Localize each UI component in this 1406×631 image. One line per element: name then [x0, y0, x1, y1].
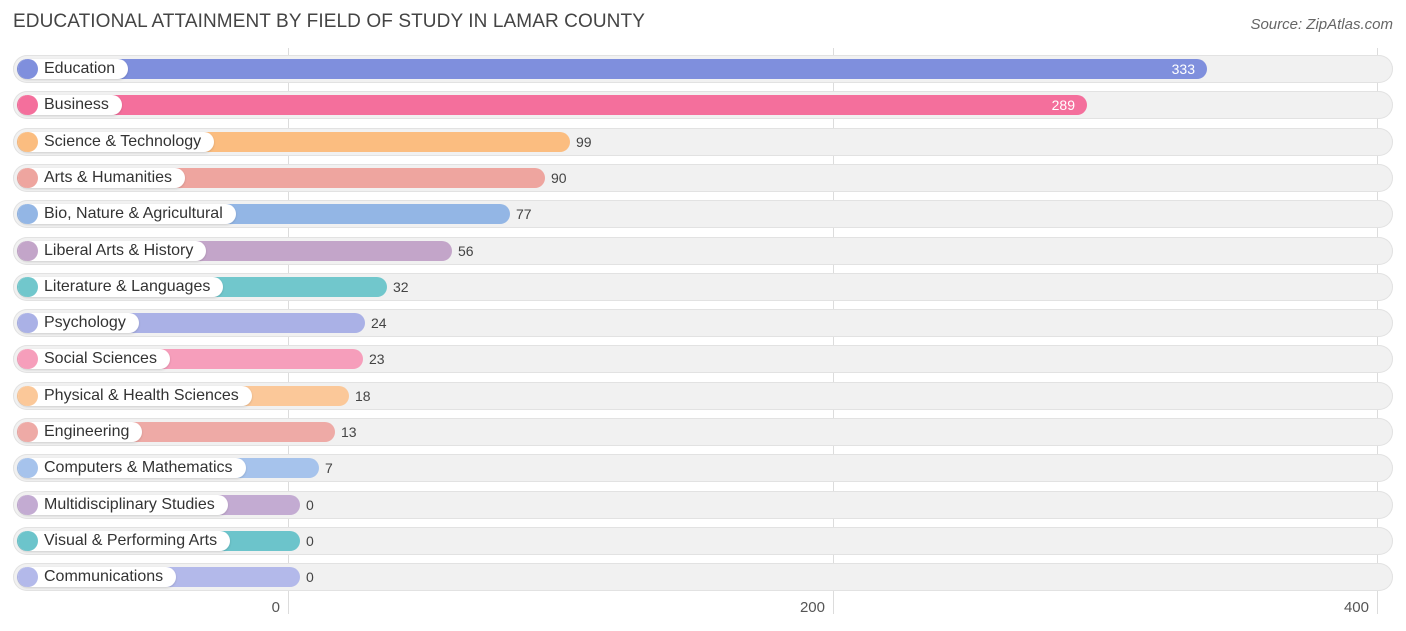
category-name: Arts & Humanities: [44, 169, 173, 186]
category-label: Science & Technology: [18, 132, 215, 152]
value-label: 24: [371, 315, 387, 331]
category-label: Literature & Languages: [18, 277, 224, 297]
bar: Arts & Humanities: [17, 168, 545, 188]
category-name: Business: [44, 96, 109, 113]
category-color-dot: [18, 132, 38, 152]
chart-title: EDUCATIONAL ATTAINMENT BY FIELD OF STUDY…: [13, 11, 645, 32]
bar: Literature & Languages: [17, 277, 387, 297]
bar: Business: [17, 95, 1087, 115]
value-label: 56: [458, 243, 474, 259]
category-name: Psychology: [44, 314, 126, 331]
bar-row: Bio, Nature & Agricultural 77: [13, 200, 1393, 228]
x-tick-label: 400: [1343, 599, 1369, 616]
bar: Science & Technology: [17, 132, 570, 152]
value-label: 0: [306, 533, 314, 549]
bar: Engineering: [17, 422, 335, 442]
bar: Education: [17, 59, 1207, 79]
bar: Visual & Performing Arts: [17, 531, 300, 551]
value-label: 77: [516, 206, 532, 222]
value-label: 23: [369, 351, 385, 367]
category-color-dot: [18, 59, 38, 79]
category-label: Business: [18, 95, 122, 115]
bar-row: Arts & Humanities 90: [13, 164, 1393, 192]
category-name: Liberal Arts & History: [44, 242, 194, 259]
category-name: Multidisciplinary Studies: [44, 496, 215, 513]
category-name: Communications: [44, 568, 164, 585]
category-color-dot: [18, 567, 38, 587]
bar-row: Communications 0: [13, 563, 1393, 591]
category-name: Literature & Languages: [44, 278, 211, 295]
value-label: 99: [576, 134, 592, 150]
category-label: Psychology: [18, 313, 139, 333]
category-name: Education: [44, 60, 116, 77]
bar: Bio, Nature & Agricultural: [17, 204, 510, 224]
bar-row: Computers & Mathematics 7: [13, 454, 1393, 482]
bar-row: Visual & Performing Arts 0: [13, 527, 1393, 555]
bar: Multidisciplinary Studies: [17, 495, 300, 515]
bar-row: Physical & Health Sciences 18: [13, 382, 1393, 410]
category-label: Engineering: [18, 422, 143, 442]
bar: Psychology: [17, 313, 365, 333]
category-label: Computers & Mathematics: [18, 458, 246, 478]
category-name: Science & Technology: [44, 133, 202, 150]
value-label: 32: [393, 279, 409, 295]
category-label: Communications: [18, 567, 177, 587]
bar: Social Sciences: [17, 349, 363, 369]
bar: Computers & Mathematics: [17, 458, 319, 478]
bar-row: Liberal Arts & History 56: [13, 237, 1393, 265]
category-name: Engineering: [44, 423, 130, 440]
bar: Physical & Health Sciences: [17, 386, 349, 406]
category-color-dot: [18, 313, 38, 333]
value-label: 13: [341, 424, 357, 440]
value-label: 0: [306, 497, 314, 513]
bar-row: Psychology 24: [13, 309, 1393, 337]
category-color-dot: [18, 204, 38, 224]
value-label: 90: [551, 170, 567, 186]
x-tick-label: 200: [799, 599, 825, 616]
category-color-dot: [18, 349, 38, 369]
category-color-dot: [18, 495, 38, 515]
x-tick-label: 0: [271, 599, 280, 616]
category-color-dot: [18, 241, 38, 261]
category-label: Liberal Arts & History: [18, 241, 207, 261]
category-label: Visual & Performing Arts: [18, 531, 231, 551]
bar: Communications: [17, 567, 300, 587]
value-label: 0: [306, 569, 314, 585]
bar-row: Social Sciences 23: [13, 345, 1393, 373]
category-label: Arts & Humanities: [18, 168, 186, 188]
category-color-dot: [18, 422, 38, 442]
value-label: 7: [325, 460, 333, 476]
category-color-dot: [18, 386, 38, 406]
bar-row: Science & Technology 99: [13, 128, 1393, 156]
bar-row: Business 289: [13, 91, 1393, 119]
bar-row: Education 333: [13, 55, 1393, 83]
category-name: Computers & Mathematics: [44, 459, 233, 476]
category-color-dot: [18, 277, 38, 297]
category-label: Education: [18, 59, 129, 79]
category-name: Physical & Health Sciences: [44, 387, 239, 404]
value-label: 289: [1051, 97, 1075, 113]
category-color-dot: [18, 531, 38, 551]
category-name: Visual & Performing Arts: [44, 532, 218, 549]
bar-row: Multidisciplinary Studies 0: [13, 491, 1393, 519]
category-name: Bio, Nature & Agricultural: [44, 205, 223, 222]
category-color-dot: [18, 458, 38, 478]
category-name: Social Sciences: [44, 350, 157, 367]
category-label: Multidisciplinary Studies: [18, 495, 228, 515]
bar-row: Literature & Languages 32: [13, 273, 1393, 301]
value-label: 333: [1171, 61, 1195, 77]
category-label: Physical & Health Sciences: [18, 386, 252, 406]
bar-row: Engineering 13: [13, 418, 1393, 446]
category-label: Bio, Nature & Agricultural: [18, 204, 236, 224]
chart-source: Source: ZipAtlas.com: [1250, 16, 1393, 33]
category-color-dot: [18, 168, 38, 188]
value-label: 18: [355, 388, 371, 404]
category-color-dot: [18, 95, 38, 115]
bar: Liberal Arts & History: [17, 241, 452, 261]
category-label: Social Sciences: [18, 349, 170, 369]
